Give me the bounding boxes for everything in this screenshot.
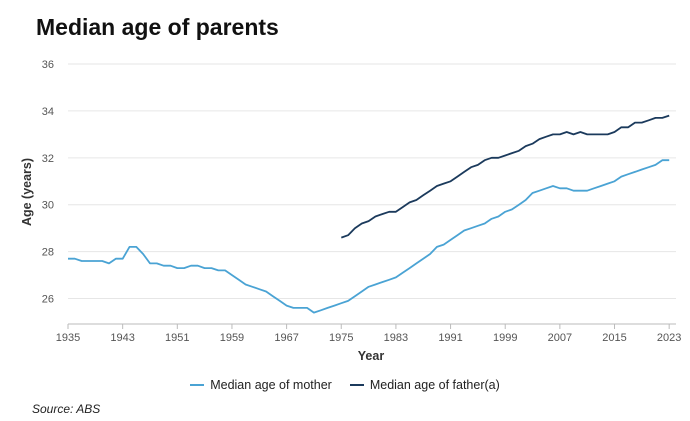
- x-tick-label: 1967: [274, 332, 298, 344]
- x-tick-label: 1951: [165, 332, 189, 344]
- source-note: Source: ABS: [32, 402, 101, 416]
- x-tick-label: 1943: [110, 332, 134, 344]
- axes: 26 28 30 32 34 36 1935 1943 1951 1959 1967 1975 1983…: [42, 59, 682, 344]
- legend-swatch-father: [349, 384, 364, 386]
- y-tick-label: 30: [42, 200, 54, 212]
- y-tick-label: 32: [42, 153, 54, 165]
- legend: Median age of mother Median age of fathe…: [0, 378, 690, 392]
- legend-label-mother: Median age of mother: [210, 378, 332, 392]
- y-tick-label: 28: [42, 247, 54, 259]
- y-tick-label: 26: [42, 294, 54, 306]
- series-lines: [68, 114, 670, 314]
- y-tick-label: 34: [42, 106, 54, 118]
- x-tick-label: 1975: [329, 332, 353, 344]
- x-tick-label: 1983: [384, 332, 408, 344]
- y-tick-label: 36: [42, 59, 54, 71]
- x-tick-label: 1991: [438, 332, 462, 344]
- x-tick-label: 2007: [548, 332, 572, 344]
- legend-item-father[interactable]: Median age of father(a): [349, 378, 500, 392]
- x-axis-title: Year: [358, 349, 385, 363]
- legend-swatch-mother: [190, 384, 205, 386]
- x-tick-label: 2023: [657, 332, 681, 344]
- x-tick-label: 2015: [602, 332, 626, 344]
- y-axis-title: Age (years): [20, 158, 34, 226]
- series-line-mother[interactable]: [68, 159, 670, 314]
- x-tick-label: 1935: [56, 332, 80, 344]
- x-tick-label: 1999: [493, 332, 517, 344]
- chart-title: Median age of parents: [36, 14, 279, 40]
- legend-label-father: Median age of father(a): [369, 378, 500, 392]
- x-tick-label: 1959: [220, 332, 244, 344]
- series-line-father[interactable]: [341, 114, 670, 239]
- legend-item-mother[interactable]: Median age of mother: [190, 378, 332, 392]
- gridlines: [68, 63, 676, 300]
